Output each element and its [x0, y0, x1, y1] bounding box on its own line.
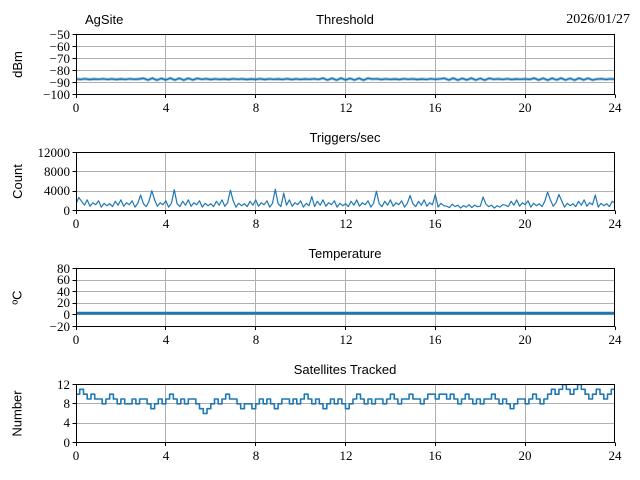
chart-date: 2026/01/27 — [566, 12, 630, 27]
x-tick-label: 24 — [608, 100, 622, 115]
y-tick-label: −80 — [49, 63, 70, 78]
y-tick-label: 0 — [63, 307, 71, 322]
x-tick-label: 4 — [162, 100, 170, 115]
temperature-plot — [72, 268, 616, 330]
x-tick-label: 8 — [252, 448, 260, 463]
y-tick-label: 0 — [63, 435, 71, 450]
x-tick-label: 4 — [162, 216, 170, 231]
x-tick-label: 16 — [428, 100, 442, 115]
x-tick-label: 16 — [428, 332, 442, 347]
satellites-tracked-plot — [72, 384, 616, 446]
y-axis-label-box: Number — [0, 384, 34, 442]
chart-title: Triggers/sec — [309, 130, 381, 145]
chart-title: Temperature — [308, 246, 382, 261]
x-tick-label: 0 — [72, 100, 80, 115]
x-tick-label: 20 — [518, 332, 532, 347]
y-tick-label: 8 — [63, 396, 71, 411]
y-tick-label: 8000 — [44, 164, 70, 179]
y-tick-label: 60 — [57, 272, 70, 287]
x-tick-label: 16 — [428, 216, 442, 231]
x-tick-label: 4 — [162, 332, 170, 347]
x-tick-label: 8 — [252, 332, 260, 347]
x-tick-label: 0 — [72, 216, 80, 231]
x-tick-label: 12 — [339, 100, 353, 115]
y-tick-label: 12 — [57, 377, 70, 392]
x-tick-label: 12 — [339, 216, 353, 231]
x-tick-label: 20 — [518, 216, 532, 231]
x-tick-label: 0 — [72, 332, 80, 347]
y-tick-label: 4 — [63, 415, 71, 430]
x-tick-label: 24 — [608, 332, 622, 347]
y-tick-label: −60 — [49, 39, 70, 54]
y-tick-label: −20 — [49, 319, 70, 334]
chart-title: Satellites Tracked — [293, 362, 397, 377]
x-tick-label: 0 — [72, 448, 80, 463]
y-tick-label: −70 — [49, 51, 70, 66]
y-tick-label: 4000 — [44, 183, 70, 198]
x-tick-label: 20 — [518, 448, 532, 463]
y-tick-label: 20 — [57, 295, 70, 310]
y-tick-label: 12000 — [37, 145, 71, 160]
x-tick-label: 20 — [518, 100, 532, 115]
triggers-per-sec-plot — [72, 152, 616, 214]
threshold-plot — [72, 34, 616, 98]
y-tick-label: 40 — [57, 284, 70, 299]
y-tick-label: −50 — [49, 27, 70, 42]
y-tick-label: −100 — [43, 87, 70, 102]
x-tick-label: 16 — [428, 448, 442, 463]
x-tick-label: 12 — [339, 448, 353, 463]
x-tick-label: 8 — [252, 216, 260, 231]
x-tick-label: 12 — [339, 332, 353, 347]
x-tick-label: 24 — [608, 216, 622, 231]
x-tick-label: 8 — [252, 100, 260, 115]
y-tick-label: 80 — [57, 261, 70, 276]
x-tick-label: 24 — [608, 448, 622, 463]
x-tick-label: 4 — [162, 448, 170, 463]
y-tick-label: 0 — [63, 203, 71, 218]
y-tick-label: −90 — [49, 75, 70, 90]
chart-title-left: AgSite — [85, 12, 124, 27]
chart-title: Threshold — [316, 12, 374, 27]
